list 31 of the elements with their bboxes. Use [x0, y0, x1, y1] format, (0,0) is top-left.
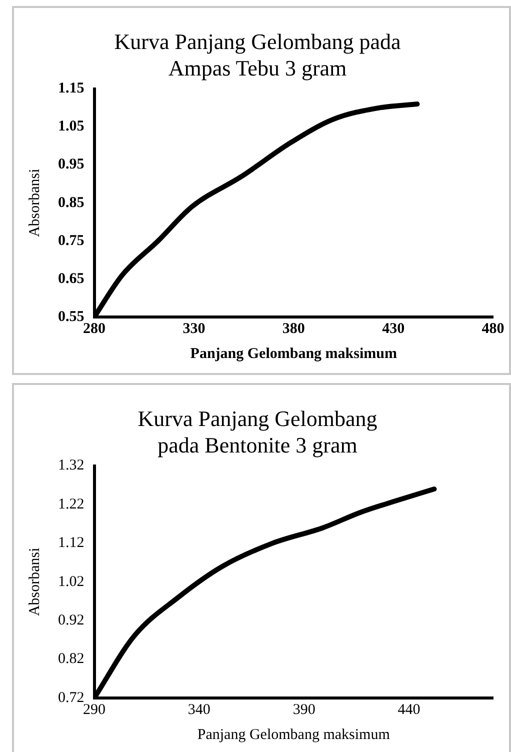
y-tick-label: 0.85	[58, 194, 84, 211]
x-tick-label: 340	[188, 702, 210, 718]
text: Ampas Tebu 3 gram	[168, 55, 347, 80]
x-tick-label: 330	[182, 320, 206, 337]
y-tick-label: 1.02	[58, 574, 84, 590]
y-tick-label: 0.72	[58, 690, 84, 706]
x-axis-title: Panjang Gelombang maksimum	[190, 346, 398, 362]
y-axis-title: Absorbansi	[26, 168, 43, 238]
y-tick-label: 0.75	[58, 232, 84, 249]
y-tick-label: 0.55	[58, 308, 84, 325]
x-tick-label: 280	[83, 320, 106, 337]
y-tick-label: 0.65	[58, 270, 84, 287]
x-tick-label: 430	[382, 320, 405, 337]
text: pada Bentonite 3 gram	[158, 432, 358, 458]
x-tick-label: 440	[398, 702, 420, 718]
text: Kurva Panjang Gelombang pada	[114, 28, 401, 54]
y-tick-label: 1.05	[58, 118, 84, 135]
x-tick-label: 390	[292, 702, 316, 718]
text: Kurva Panjang Gelombang	[138, 406, 378, 431]
x-tick-label: 290	[83, 702, 106, 718]
y-tick-label: 1.32	[58, 458, 84, 474]
x-tick-label: 480	[482, 320, 504, 337]
y-tick-label: 1.15	[58, 80, 84, 97]
x-tick-label: 380	[282, 320, 305, 337]
y-tick-label: 0.95	[58, 156, 84, 173]
x-axis-title: Panjang Gelombang maksimum	[197, 726, 390, 743]
y-tick-label: 1.22	[58, 496, 84, 512]
y-tick-label: 1.12	[58, 535, 84, 552]
y-tick-label: 0.92	[58, 612, 84, 629]
y-tick-label: 0.82	[58, 651, 84, 668]
y-axis-title: Absorbansi	[26, 548, 43, 616]
